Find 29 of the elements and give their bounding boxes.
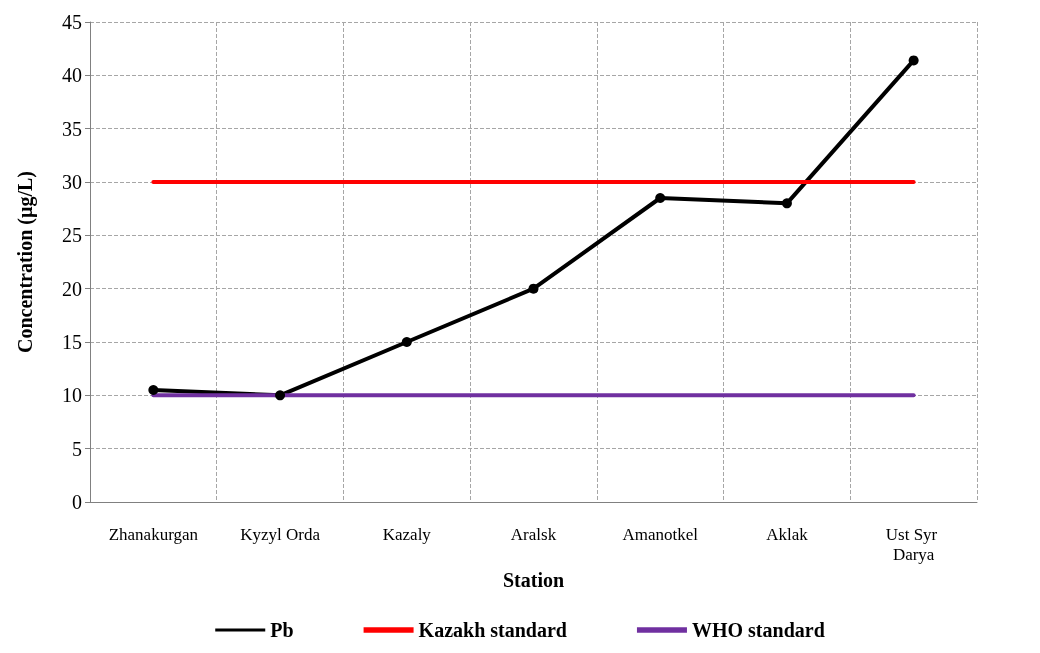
x-tick-label: Aklak [766,524,809,544]
y-tick-label: 35 [62,117,82,140]
y-tick-label: 45 [62,11,82,33]
point [148,385,159,395]
y-tick-label: 5 [72,437,82,460]
x-tick-label: Kyzyl Orda [240,524,321,544]
point [655,193,666,203]
y-tick-label: 0 [72,491,82,513]
y-tick-label: 30 [62,171,82,193]
x-tick-label: Amanotkel [622,524,699,544]
point [528,283,539,294]
x-tick-label: Zhanakurgan [108,524,199,544]
legend-label: WHO standard [691,619,825,641]
x-tick-label: Ust Syr Darya [885,524,942,564]
y-tick-label: 40 [62,64,82,87]
x-tick-label: Aralsk [510,524,557,544]
legend-label: Kazakh standard [418,619,567,641]
x-tick-label: Kazaly [382,524,432,544]
point [781,198,792,209]
point [401,337,412,347]
y-axis-title: Concentration (µg/L) [14,170,37,354]
legend-label: Pb [270,619,294,641]
y-tick-label: 15 [62,331,82,353]
y-tick-label: 20 [62,277,82,300]
point [275,390,286,401]
point [908,55,919,66]
y-tick-label: 10 [62,384,82,407]
x-axis-title: Station [502,569,565,591]
y-tick-label: 25 [62,224,82,247]
